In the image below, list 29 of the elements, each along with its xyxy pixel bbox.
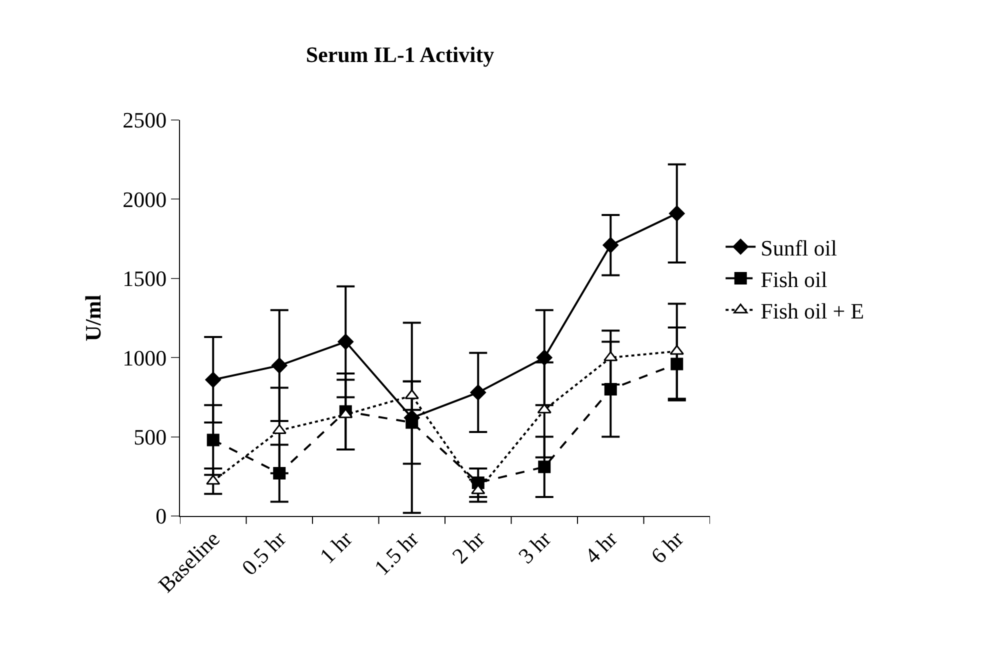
x-tick-label: 2 hr: [447, 526, 490, 568]
point: [470, 384, 486, 400]
x-tick-label: 0.5 hr: [236, 526, 292, 580]
point: [668, 206, 685, 222]
point: [602, 237, 619, 254]
point: [206, 474, 220, 485]
point: [206, 434, 220, 446]
y-tick-label: 500: [134, 424, 167, 450]
legend-label: Sunfl oil: [760, 235, 838, 260]
point: [338, 334, 354, 350]
y-tick-label: 2500: [122, 108, 167, 133]
chart-title: Serum IL-1 Activity: [306, 42, 494, 68]
y-tick-label: 2000: [122, 186, 167, 212]
y-tick-label: 1500: [122, 266, 167, 292]
y-tick-label: 0: [156, 504, 167, 529]
legend-label: Fish oil: [760, 266, 828, 292]
point: [205, 372, 222, 388]
legend-label: Fish oil + E: [760, 298, 864, 324]
x-tick-label: 4 hr: [580, 526, 622, 568]
x-tick-label: 3 hr: [513, 526, 556, 568]
y-tick-label: 1000: [122, 345, 167, 370]
point: [604, 351, 618, 362]
point: [271, 358, 288, 374]
x-tick-label: 1 hr: [314, 526, 358, 568]
x-tick-label: 6 hr: [646, 526, 689, 568]
point: [404, 389, 419, 400]
point: [538, 460, 551, 474]
y-axis-title: U/ml: [80, 294, 106, 342]
x-tick-label: 1.5 hr: [369, 526, 424, 580]
